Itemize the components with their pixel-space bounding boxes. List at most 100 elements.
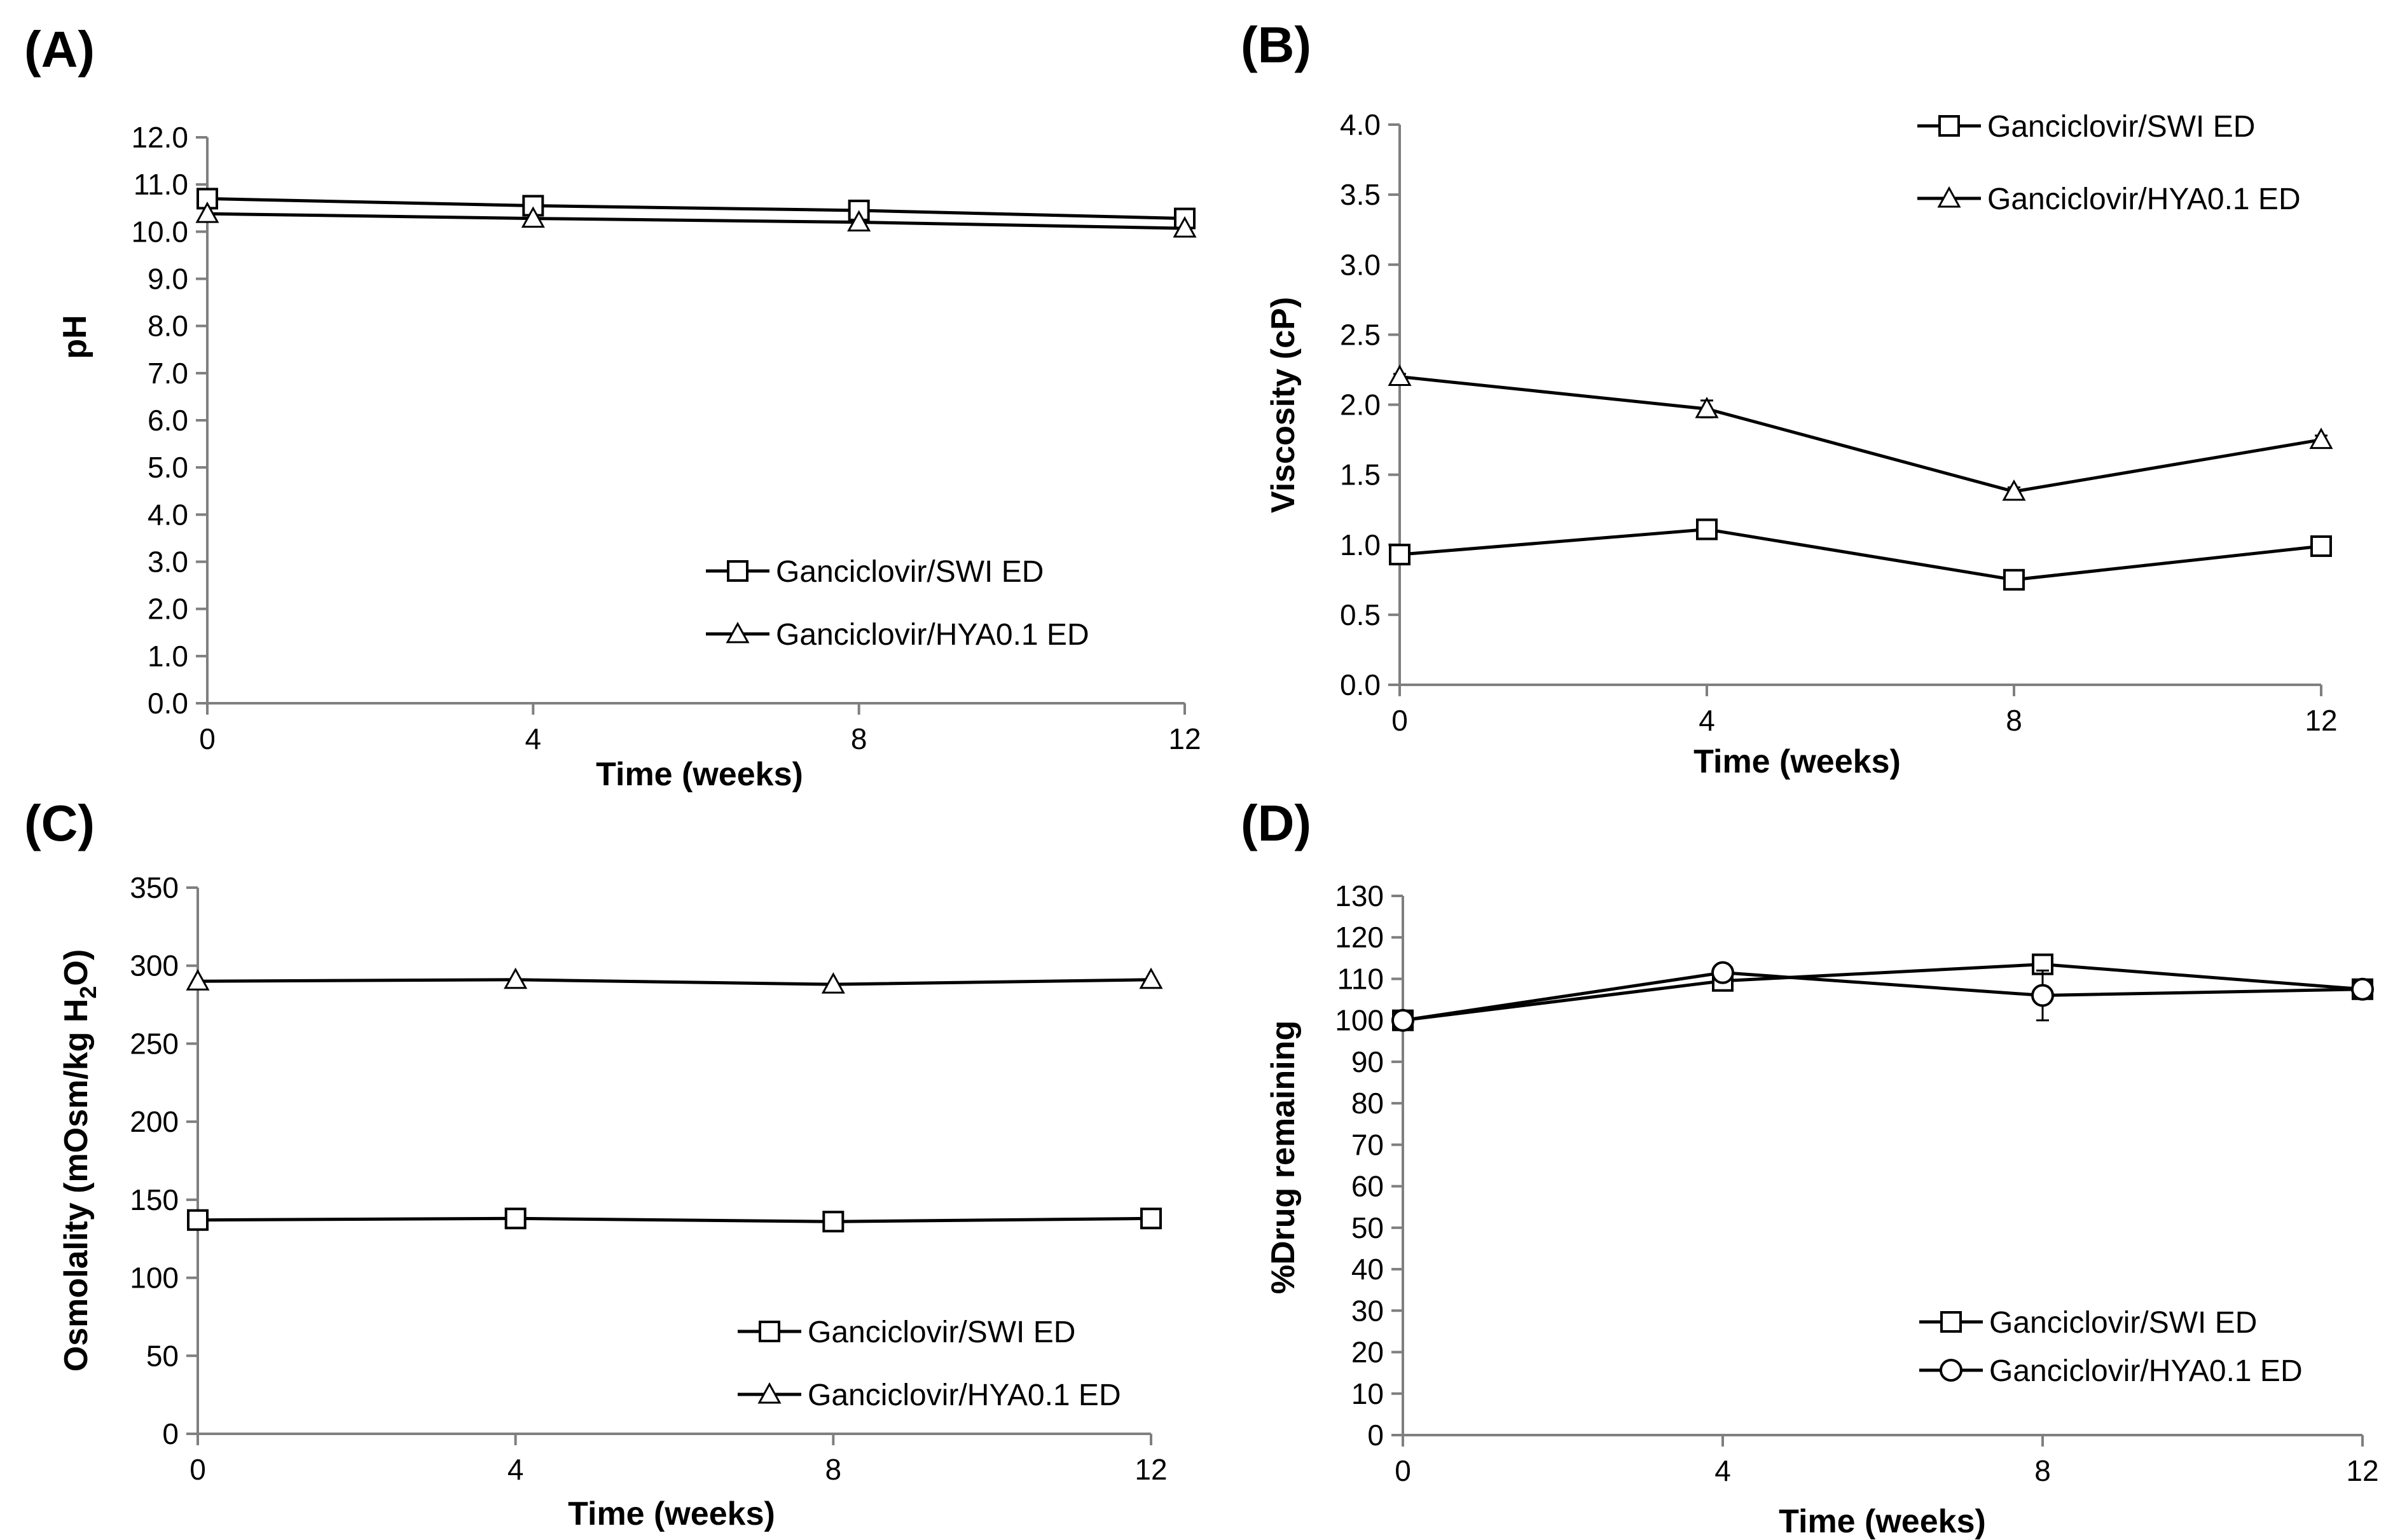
- legend-label: Ganciclovir/HYA0.1 ED: [776, 618, 1089, 652]
- panel-label: (D): [1241, 795, 1311, 851]
- data-point: [822, 1211, 845, 1233]
- y-tick-label: 3.0: [148, 546, 188, 579]
- x-tick-label: 0: [1391, 704, 1408, 737]
- y-tick-label: 8.0: [148, 310, 188, 343]
- y-axis-title-part: Osmolality (mOsm/kg H: [58, 999, 95, 1372]
- y-tick-label: 11.0: [134, 168, 188, 201]
- legend: Ganciclovir/SWI ED Ganciclovir/HYA0.1 ED: [706, 555, 1089, 652]
- y-tick-label: 350: [130, 871, 179, 904]
- x-tick-label: 8: [851, 722, 867, 755]
- y-tick-label: 150: [130, 1183, 179, 1216]
- x-tick-label: 4: [525, 722, 542, 755]
- y-tick-label: 9.0: [148, 263, 188, 296]
- y-tick-label: 100: [130, 1262, 179, 1295]
- series-line: [207, 196, 1185, 221]
- data-point: [1389, 544, 1410, 566]
- y-tick-label: 0: [1367, 1419, 1384, 1452]
- y-tick-label: 4.0: [148, 498, 188, 531]
- series-1: [197, 188, 1196, 230]
- legend: Ganciclovir/SWI ED Ganciclovir/HYA0.1 ED: [1919, 1306, 2303, 1388]
- data-point: [195, 202, 219, 223]
- data-point: [1696, 518, 1718, 540]
- data-point: [186, 969, 210, 991]
- y-tick-label: 0.5: [1340, 598, 1381, 631]
- legend-marker: [1938, 115, 1960, 137]
- y-tick-label: 50: [146, 1339, 179, 1372]
- x-tick-label: 0: [199, 722, 216, 755]
- y-tick-label: 1.0: [1340, 528, 1381, 561]
- x-tick-label: 0: [1395, 1454, 1411, 1487]
- legend-label: Ganciclovir/HYA0.1 ED: [808, 1378, 1121, 1412]
- y-tick-label: 12.0: [131, 121, 188, 154]
- x-tick-label: 12: [1134, 1453, 1167, 1486]
- chart-panel-2: (B) 0.0 0.5 1.0 1.5 2.0 2.5 3.0 3.5 4.0 0 4 8 12 Time …: [1241, 17, 2338, 780]
- y-tick-label: 300: [130, 949, 179, 982]
- legend-label: Ganciclovir/HYA0.1 ED: [1987, 182, 2301, 216]
- x-tick-label: 0: [190, 1453, 206, 1486]
- legend-marker: [1940, 1359, 1962, 1382]
- y-tick-label: 60: [1351, 1170, 1384, 1203]
- x-tick-label: 8: [825, 1453, 842, 1486]
- y-axis-title: Viscosity (cP): [1265, 297, 1302, 513]
- y-axis-title: pH: [57, 315, 93, 359]
- series-2: [186, 967, 1163, 994]
- series-line: [1399, 375, 2322, 493]
- series-1: [1389, 518, 2332, 591]
- series-1: [187, 1207, 1162, 1233]
- y-tick-label: 2.0: [1340, 388, 1381, 422]
- y-tick-label: 110: [1337, 962, 1384, 995]
- data-point: [1173, 216, 1197, 238]
- x-axis-title: Time (weeks): [568, 1495, 775, 1532]
- y-axis-title-subscript: 2: [75, 986, 101, 999]
- legend-label: Ganciclovir/SWI ED: [776, 555, 1044, 589]
- y-tick-label: 3.5: [1340, 178, 1381, 211]
- y-tick-label: 6.0: [148, 404, 188, 437]
- series-2: [1388, 364, 2333, 501]
- x-tick-label: 8: [2034, 1454, 2051, 1487]
- y-tick-label: 20: [1351, 1336, 1384, 1369]
- x-tick-label: 12: [1168, 722, 1201, 755]
- y-tick-label: 0.0: [148, 687, 188, 720]
- data-point: [1140, 1207, 1162, 1230]
- y-tick-label: 40: [1351, 1253, 1384, 1286]
- legend-label: Ganciclovir/SWI ED: [1987, 110, 2255, 144]
- data-point: [504, 1207, 527, 1230]
- chart-panel-3: (C) 0 50 100 150 200 250 300 350 0 4 8 12 Time (weeks…: [24, 795, 1168, 1532]
- series-line: [1402, 963, 2363, 1022]
- data-point: [2031, 984, 2054, 1007]
- y-tick-label: 10: [1351, 1377, 1384, 1410]
- y-tick-label: 90: [1351, 1045, 1384, 1078]
- legend-marker: [757, 1382, 782, 1404]
- y-tick-label: 250: [130, 1027, 179, 1060]
- y-tick-label: 5.0: [148, 451, 188, 484]
- data-point: [504, 967, 528, 989]
- data-point: [1695, 397, 1719, 418]
- y-tick-label: 30: [1351, 1294, 1384, 1327]
- y-tick-label: 70: [1351, 1128, 1384, 1161]
- legend-label: Ganciclovir/HYA0.1 ED: [1989, 1354, 2303, 1388]
- y-tick-label: 2.0: [148, 593, 188, 626]
- chart-panel-4: (D) 0 10 20 30 40 50 60 70 80 90 100 110 120 130 0 4 8 12 T…: [1241, 795, 2379, 1540]
- legend: Ganciclovir/SWI ED Ganciclovir/HYA0.1 ED: [738, 1316, 1121, 1412]
- y-axis-title: Osmolality (mOsm/kg H2O): [58, 949, 101, 1372]
- data-point: [847, 210, 871, 231]
- legend-label: Ganciclovir/SWI ED: [1989, 1306, 2257, 1340]
- series-line: [197, 978, 1152, 986]
- y-tick-label: 4.0: [1340, 108, 1381, 141]
- y-tick-label: 80: [1351, 1087, 1384, 1120]
- y-tick-label: 7.0: [148, 357, 188, 390]
- data-point: [2002, 479, 2026, 501]
- panel-label: (C): [24, 795, 95, 851]
- y-tick-label: 200: [130, 1105, 179, 1138]
- x-tick-label: 12: [2346, 1454, 2378, 1487]
- x-axis-title: Time (weeks): [1693, 743, 1901, 780]
- legend-marker: [759, 1321, 780, 1342]
- data-point: [1711, 961, 1734, 984]
- y-tick-label: 0: [162, 1417, 179, 1450]
- x-axis-title: Time (weeks): [596, 756, 803, 793]
- y-tick-label: 1.0: [148, 640, 188, 673]
- data-point: [821, 972, 845, 994]
- series-2: [1391, 961, 2374, 1032]
- y-tick-label: 3.0: [1340, 248, 1381, 281]
